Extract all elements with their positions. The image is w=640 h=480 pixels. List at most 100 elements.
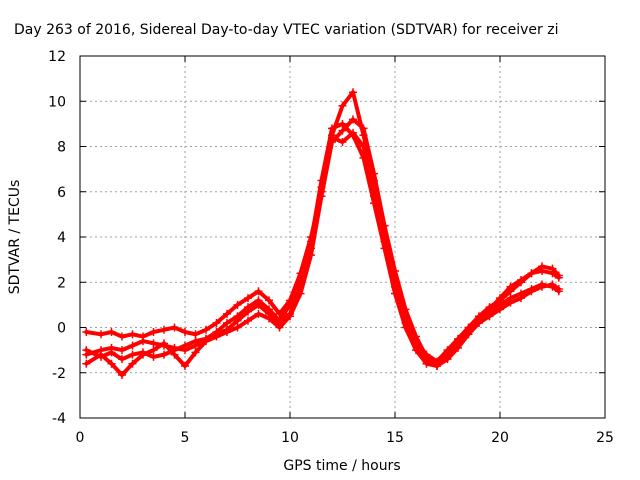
data-point <box>454 343 462 352</box>
data-point <box>265 296 273 305</box>
data-point <box>517 275 525 284</box>
series-track-1 <box>82 88 563 366</box>
tick-layer: 0 5 10 15 20 25 -4 -2 0 2 4 6 8 10 12 <box>48 49 614 446</box>
data-point <box>139 337 147 346</box>
data-point <box>170 346 179 355</box>
data-point <box>554 273 563 282</box>
data-point <box>118 332 126 341</box>
data-point <box>160 325 168 334</box>
data-point <box>107 359 116 368</box>
data-point <box>433 361 441 370</box>
data-point <box>506 298 515 307</box>
data-point <box>527 269 536 278</box>
y-axis-label: SDTVAR / TECUs <box>7 180 23 295</box>
data-point <box>349 128 357 137</box>
data-point <box>254 300 263 309</box>
data-point <box>317 183 326 192</box>
data-point <box>181 328 189 337</box>
series-line <box>84 130 561 368</box>
data-point <box>338 137 347 146</box>
data-point <box>97 330 105 339</box>
data-point <box>338 119 347 128</box>
data-point <box>128 359 137 368</box>
data-point <box>538 282 546 291</box>
data-point <box>464 330 473 339</box>
data-point <box>244 307 252 316</box>
data-point <box>118 355 126 364</box>
data-point <box>233 323 242 332</box>
data-point <box>338 126 347 135</box>
x-tick-label: 15 <box>386 430 404 446</box>
data-point <box>223 325 231 334</box>
y-tick-label: 0 <box>57 321 66 337</box>
data-point <box>149 328 158 337</box>
data-point <box>254 309 263 318</box>
data-point <box>82 359 91 368</box>
y-tick-label: -4 <box>52 411 66 427</box>
data-point <box>139 348 147 357</box>
y-tick-label: 10 <box>48 94 66 110</box>
data-point <box>527 287 536 296</box>
data-point <box>233 300 242 309</box>
y-tick-label: 12 <box>48 49 66 65</box>
data-point <box>359 124 368 133</box>
data-point <box>212 330 221 339</box>
data-point <box>554 285 563 294</box>
data-point <box>160 350 168 359</box>
data-point <box>191 337 200 346</box>
series-track-3 <box>82 115 563 380</box>
data-point <box>370 169 378 178</box>
data-point <box>506 282 515 291</box>
data-point <box>128 350 137 359</box>
data-point <box>328 133 336 142</box>
data-point <box>254 287 263 296</box>
x-tick-label: 25 <box>596 430 614 446</box>
data-point <box>191 348 200 357</box>
x-tick-label: 0 <box>76 430 85 446</box>
data-point <box>349 88 357 97</box>
y-tick-label: 2 <box>57 275 66 291</box>
data-point <box>412 341 420 350</box>
x-tick-label: 10 <box>281 430 299 446</box>
y-tick-label: 8 <box>57 140 66 156</box>
grid-layer <box>80 56 605 418</box>
data-point <box>422 357 431 366</box>
data-point <box>349 115 357 124</box>
data-point <box>191 330 200 339</box>
data-point <box>223 318 231 327</box>
data-point <box>338 101 347 110</box>
data-point <box>265 309 273 318</box>
y-tick-label: 6 <box>57 185 66 201</box>
series-track-4 <box>82 128 563 370</box>
data-point <box>496 305 504 314</box>
data-point <box>97 352 105 361</box>
data-point <box>244 316 252 325</box>
x-tick-label: 20 <box>491 430 509 446</box>
data-point <box>149 346 158 355</box>
data-point <box>181 361 189 370</box>
chart-title: Day 263 of 2016, Sidereal Day-to-day VTE… <box>14 22 558 38</box>
data-point <box>170 323 179 332</box>
data-point <box>443 355 452 364</box>
data-point <box>548 280 557 289</box>
data-point <box>538 266 546 275</box>
data-point <box>548 269 557 278</box>
series-line <box>84 90 561 364</box>
data-point <box>401 318 410 327</box>
data-point <box>370 192 378 201</box>
data-point <box>149 352 158 361</box>
y-tick-label: -2 <box>52 366 66 382</box>
data-point <box>202 325 210 334</box>
data-point <box>307 244 315 253</box>
data-point <box>475 318 483 327</box>
data-point <box>517 294 525 303</box>
data-point <box>212 318 221 327</box>
data-point <box>233 316 242 325</box>
data-point <box>107 348 116 357</box>
data-point <box>296 282 305 291</box>
data-point <box>118 371 126 380</box>
data-point <box>380 237 389 246</box>
data-point <box>485 312 494 321</box>
data-point <box>181 341 189 350</box>
